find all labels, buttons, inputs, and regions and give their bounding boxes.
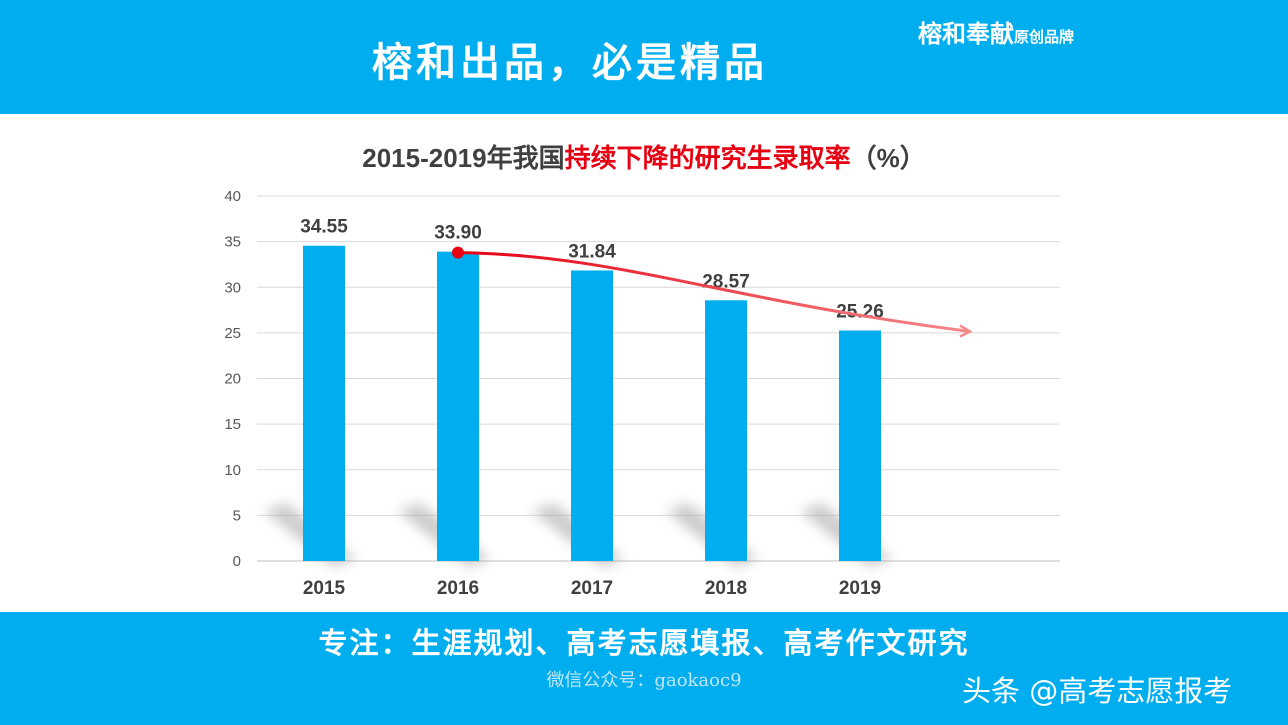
x-tick-label: 2019 xyxy=(839,578,881,599)
trend-start-dot xyxy=(452,246,464,259)
y-tick-label: 20 xyxy=(224,371,241,388)
toutiao-watermark: 头条 @高考志愿报考 xyxy=(962,674,1233,708)
x-tick-label: 2016 xyxy=(437,578,479,599)
footer-band xyxy=(0,612,1288,725)
chart-title-suffix: （%） xyxy=(850,143,926,173)
bar-2019 xyxy=(839,330,881,561)
brand-tag: 原创品牌 xyxy=(1014,28,1075,46)
brand-mark: 榕和奉献原创品牌 xyxy=(918,14,1074,49)
y-tick-label: 35 xyxy=(224,234,241,251)
trend-line xyxy=(457,251,971,333)
y-tick-label: 0 xyxy=(233,553,241,570)
y-tick-label: 15 xyxy=(224,416,241,433)
bars xyxy=(303,245,881,561)
x-tick-label: 2017 xyxy=(571,578,613,599)
header-band xyxy=(0,0,1288,114)
y-tick-label: 25 xyxy=(224,325,241,342)
chart-title: 2015-2019年我国持续下降的研究生录取率（%） xyxy=(0,138,1288,175)
bar-2018 xyxy=(705,300,747,561)
trend-arrow xyxy=(452,246,973,338)
bar-2017 xyxy=(571,270,613,561)
headline: 榕和出品，必是精品 xyxy=(372,39,768,86)
wechat-account: 微信公众号：gaokaoc9 xyxy=(546,670,742,691)
brand-name: 榕和奉献 xyxy=(918,19,1014,48)
footer-slogan: 专注：生涯规划、高考志愿填报、高考作文研究 xyxy=(318,626,970,660)
bar-2016 xyxy=(437,251,479,561)
data-label-2017: 31.84 xyxy=(568,241,616,262)
x-tick-label: 2018 xyxy=(705,578,747,599)
y-tick-label: 30 xyxy=(224,279,241,296)
bar-2015 xyxy=(303,245,345,561)
x-axis: 2015 2016 2017 2018 2019 xyxy=(303,578,881,599)
chart-title-highlight: 持续下降的研究生录取率 xyxy=(564,143,851,173)
y-tick-label: 40 xyxy=(224,188,241,205)
y-axis: 0 5 10 15 20 25 30 35 40 xyxy=(224,188,241,570)
y-tick-label: 5 xyxy=(233,507,241,524)
y-tick-label: 10 xyxy=(224,462,241,479)
chart-title-prefix: 2015-2019年我国 xyxy=(362,143,565,173)
data-label-2016: 33.90 xyxy=(434,223,482,244)
x-tick-label: 2015 xyxy=(303,578,346,599)
data-label-2015: 34.55 xyxy=(300,217,348,238)
trend-arrowhead xyxy=(959,324,973,338)
gridlines xyxy=(257,195,1060,562)
